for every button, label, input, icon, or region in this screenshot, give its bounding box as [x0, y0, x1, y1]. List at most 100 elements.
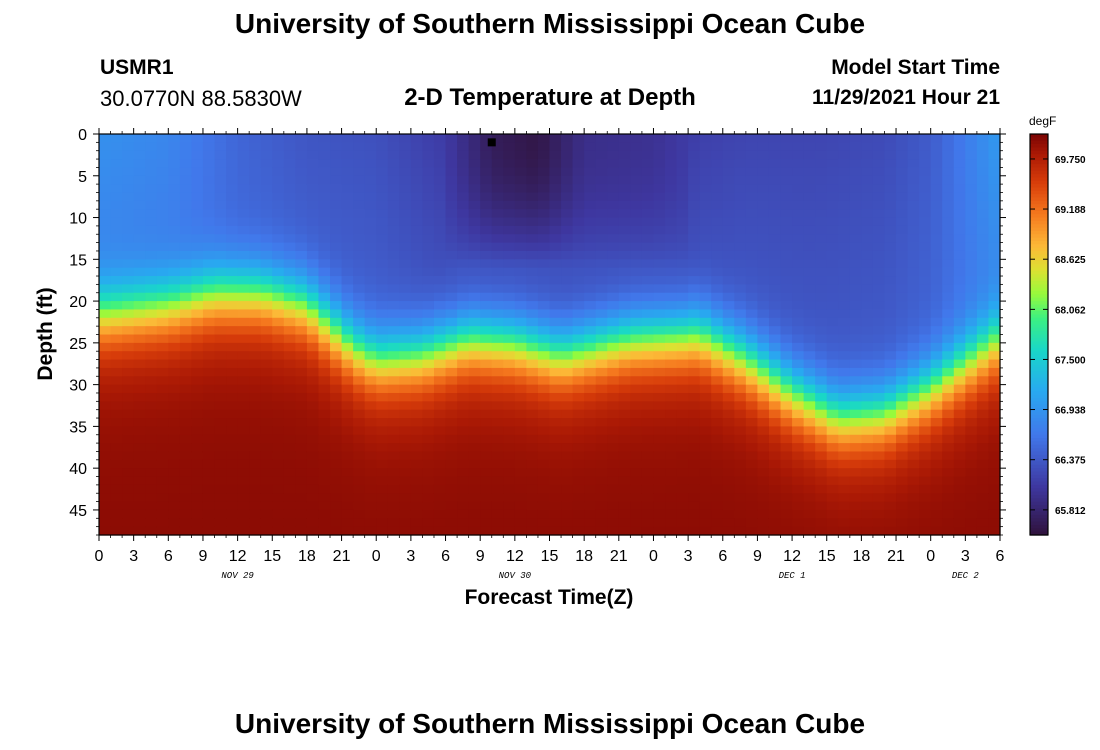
heatmap-cell	[942, 142, 955, 152]
heatmap-cell	[745, 309, 759, 319]
heatmap-cell	[410, 134, 424, 143]
heatmap-cell	[237, 292, 250, 302]
heatmap-cell	[237, 209, 250, 219]
heatmap-cell	[122, 351, 135, 361]
heatmap-cell	[318, 401, 331, 411]
heatmap-cell	[907, 276, 920, 285]
heatmap-cell	[549, 367, 562, 377]
heatmap-cell	[896, 250, 909, 260]
heatmap-cell	[318, 484, 331, 494]
heatmap-cell	[122, 301, 135, 311]
heatmap-cell	[110, 359, 123, 369]
heatmap-cell	[838, 309, 851, 319]
heatmap-cell	[306, 484, 320, 494]
heatmap-cell	[792, 468, 805, 478]
heatmap-cell	[526, 401, 539, 411]
heatmap-cell	[353, 434, 366, 444]
heatmap-cell	[641, 468, 655, 478]
heatmap-cell	[595, 326, 608, 336]
colorbar-segment	[1030, 474, 1048, 479]
heatmap-cell	[595, 150, 608, 160]
heatmap-cell	[549, 225, 562, 235]
heatmap-cell	[156, 142, 169, 152]
heatmap-cell	[422, 142, 435, 152]
heatmap-cell	[942, 242, 955, 252]
heatmap-cell	[110, 484, 123, 494]
heatmap-cell	[618, 342, 631, 352]
heatmap-cell	[792, 134, 805, 143]
heatmap-cell	[919, 250, 932, 260]
heatmap-cell	[249, 317, 262, 327]
heatmap-cell	[445, 351, 458, 361]
heatmap-cell	[514, 351, 527, 361]
heatmap-cell	[861, 309, 874, 319]
heatmap-cell	[179, 167, 193, 177]
heatmap-cell	[780, 209, 793, 219]
date-label: NOV 29	[221, 571, 254, 581]
heatmap-cell	[584, 359, 597, 369]
heatmap-cell	[387, 209, 400, 219]
heatmap-cell	[353, 209, 366, 219]
heatmap-cell	[930, 284, 943, 294]
heatmap-cell	[191, 351, 204, 361]
heatmap-cell	[537, 518, 551, 528]
heatmap-cell	[99, 409, 112, 419]
heatmap-cell	[988, 200, 1001, 210]
heatmap-cell	[849, 292, 862, 302]
heatmap-cell	[272, 334, 285, 344]
heatmap-cell	[849, 276, 862, 285]
heatmap-cell	[237, 392, 250, 402]
heatmap-cell	[237, 200, 250, 210]
heatmap-cell	[226, 526, 239, 536]
heatmap-cell	[387, 134, 400, 143]
heatmap-cell	[468, 317, 481, 327]
heatmap-cell	[572, 284, 585, 294]
heatmap-cell	[353, 250, 366, 260]
heatmap-cell	[341, 443, 354, 453]
heatmap-cell	[514, 309, 527, 319]
heatmap-cell	[653, 451, 666, 461]
heatmap-cell	[907, 301, 920, 311]
heatmap-cell	[861, 284, 874, 294]
heatmap-cell	[468, 259, 481, 269]
heatmap-cell	[641, 150, 655, 160]
heatmap-cell	[283, 142, 296, 152]
heatmap-cell	[99, 392, 112, 402]
heatmap-cell	[688, 150, 701, 160]
heatmap-cell	[468, 409, 481, 419]
heatmap-cell	[422, 284, 435, 294]
heatmap-cell	[688, 426, 701, 436]
heatmap-cell	[202, 192, 216, 202]
heatmap-cell	[768, 392, 782, 402]
heatmap-cell	[249, 443, 262, 453]
heatmap-cell	[988, 342, 1001, 352]
heatmap-cell	[364, 426, 377, 436]
heatmap-cell	[861, 392, 874, 402]
heatmap-cell	[745, 342, 759, 352]
heatmap-cell	[699, 276, 712, 285]
heatmap-cell	[965, 426, 978, 436]
x-tick-label: 3	[406, 548, 415, 565]
heatmap-cell	[607, 384, 620, 394]
heatmap-cell	[537, 459, 551, 469]
heatmap-cell	[330, 217, 343, 227]
heatmap-cell	[896, 459, 909, 469]
heatmap-cell	[826, 234, 839, 244]
heatmap-cell	[491, 175, 504, 185]
heatmap-cell	[907, 443, 920, 453]
heatmap-cell	[849, 342, 862, 352]
heatmap-cell	[214, 309, 227, 319]
heatmap-cell	[237, 484, 250, 494]
colorbar-segment	[1030, 210, 1048, 215]
heatmap-cell	[965, 351, 978, 361]
heatmap-cell	[422, 150, 435, 160]
heatmap-cell	[896, 301, 909, 311]
heatmap-cell	[260, 359, 273, 369]
heatmap-cell	[734, 167, 747, 177]
heatmap-cell	[953, 301, 966, 311]
heatmap-cell	[110, 284, 123, 294]
heatmap-cell	[179, 326, 193, 336]
heatmap-cell	[480, 276, 493, 285]
heatmap-cell	[376, 175, 389, 185]
heatmap-cell	[376, 459, 389, 469]
